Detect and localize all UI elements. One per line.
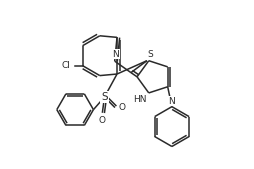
Text: Cl: Cl xyxy=(61,61,70,70)
Text: S: S xyxy=(101,92,107,102)
Text: O: O xyxy=(99,116,105,125)
Text: N: N xyxy=(168,97,174,106)
Text: HN: HN xyxy=(133,95,146,104)
Text: O: O xyxy=(118,103,124,112)
Text: N: N xyxy=(112,50,119,58)
Text: S: S xyxy=(146,50,152,59)
